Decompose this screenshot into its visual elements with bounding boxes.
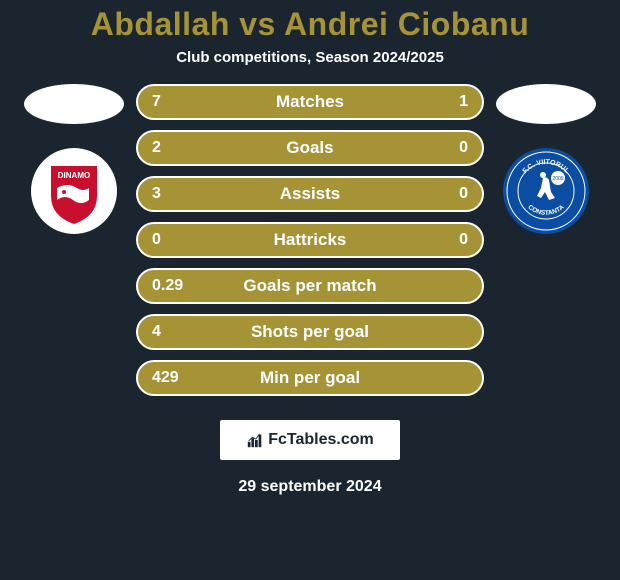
stat-label: Shots per goal xyxy=(251,322,369,342)
stat-label: Assists xyxy=(280,184,340,204)
stat-right-value: 0 xyxy=(428,185,468,203)
stat-left-value: 4 xyxy=(152,323,192,341)
stat-bar-goals-per-match: 0.29 Goals per match xyxy=(136,268,484,304)
stat-right-value: 0 xyxy=(428,139,468,157)
comparison-card: Abdallah vs Andrei Ciobanu Club competit… xyxy=(0,0,620,580)
stat-bar-hattricks: 0 Hattricks 0 xyxy=(136,222,484,258)
stat-left-value: 3 xyxy=(152,185,192,203)
stat-left-value: 429 xyxy=(152,369,192,387)
branding-text: FcTables.com xyxy=(268,431,374,449)
main-row: DINAMO 7 Matches 1 2 Goals 0 3 Assists xyxy=(0,84,620,396)
badge-right-year: 2009 xyxy=(552,176,563,182)
stat-bar-shots-per-goal: 4 Shots per goal xyxy=(136,314,484,350)
player-left-column: DINAMO xyxy=(14,84,134,234)
stat-label: Matches xyxy=(276,92,344,112)
stat-right-value: 1 xyxy=(428,93,468,111)
stat-bar-matches: 7 Matches 1 xyxy=(136,84,484,120)
stats-column: 7 Matches 1 2 Goals 0 3 Assists 0 0 Hatt… xyxy=(134,84,486,396)
stat-left-value: 0 xyxy=(152,231,192,249)
stat-bar-assists: 3 Assists 0 xyxy=(136,176,484,212)
branding-badge[interactable]: FcTables.com xyxy=(220,420,400,460)
player-right-silhouette xyxy=(496,84,596,124)
club-badge-left: DINAMO xyxy=(31,148,117,234)
stat-label: Min per goal xyxy=(260,368,360,388)
stat-label: Goals xyxy=(286,138,333,158)
stat-bar-goals: 2 Goals 0 xyxy=(136,130,484,166)
player-right-column: F.C. VIITORUL CONSTANTA 2009 xyxy=(486,84,606,234)
player-left-silhouette xyxy=(24,84,124,124)
page-title: Abdallah vs Andrei Ciobanu xyxy=(91,6,530,43)
badge-left-text: DINAMO xyxy=(58,171,90,180)
dinamo-badge-icon: DINAMO xyxy=(31,148,117,234)
stat-bar-min-per-goal: 429 Min per goal xyxy=(136,360,484,396)
subtitle: Club competitions, Season 2024/2025 xyxy=(176,49,444,66)
date-label: 29 september 2024 xyxy=(238,478,381,496)
stat-left-value: 0.29 xyxy=(152,277,192,295)
stat-left-value: 2 xyxy=(152,139,192,157)
stat-right-value: 0 xyxy=(428,231,468,249)
chart-icon xyxy=(246,431,264,449)
club-badge-right: F.C. VIITORUL CONSTANTA 2009 xyxy=(503,148,589,234)
stat-label: Hattricks xyxy=(274,230,347,250)
viitorul-badge-icon: F.C. VIITORUL CONSTANTA 2009 xyxy=(503,148,589,234)
stat-left-value: 7 xyxy=(152,93,192,111)
stat-label: Goals per match xyxy=(243,276,376,296)
